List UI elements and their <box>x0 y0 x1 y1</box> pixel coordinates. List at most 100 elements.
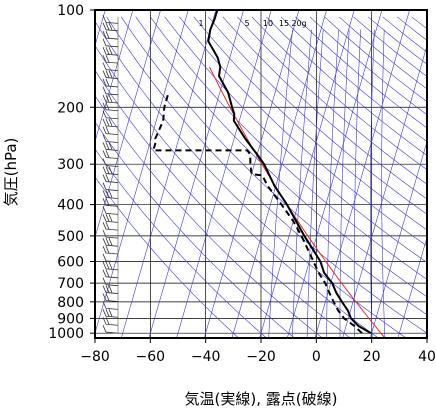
wind-barb-flag <box>105 70 110 78</box>
y-tick-label: 1000 <box>48 326 84 342</box>
wind-barb <box>102 134 119 143</box>
dry-adiabat <box>222 16 427 200</box>
wind-barb-flag <box>102 78 107 87</box>
wind-barb <box>102 47 119 56</box>
wind-barb-flag <box>108 309 113 317</box>
wind-barb <box>102 293 119 302</box>
wind-barb-flag <box>108 47 113 55</box>
wind-barb-staff <box>105 220 119 223</box>
wind-barb-flag <box>102 198 107 206</box>
wind-barb-flag <box>102 158 107 166</box>
wind-barb-flag <box>102 86 107 94</box>
wind-barb <box>102 166 119 175</box>
wind-barb-staff <box>105 61 119 64</box>
wind-barb-staff <box>105 315 119 318</box>
wind-barb-flag <box>102 206 107 214</box>
wind-barb <box>102 222 119 231</box>
wind-barb-staff <box>105 21 119 24</box>
wind-barb-flag <box>105 30 110 39</box>
isotherm <box>95 10 134 143</box>
wind-barb <box>102 174 119 183</box>
reference-lines <box>95 10 427 338</box>
wind-barb-flag <box>102 118 107 127</box>
wind-barb-staff <box>105 101 119 104</box>
wind-barb-flag <box>105 317 110 325</box>
y-tick-label: 500 <box>57 229 84 245</box>
wind-barb-flag <box>102 62 107 70</box>
wind-barb-flag <box>105 126 110 134</box>
wind-barb-flag <box>105 214 110 222</box>
mixing-ratio-line <box>306 29 324 338</box>
wind-barb-flag <box>105 245 110 254</box>
wind-barb-flag <box>102 38 107 46</box>
isotherm <box>148 10 244 338</box>
wind-barb-staff <box>105 149 119 151</box>
wind-barb-flag <box>105 293 110 301</box>
wind-barb-flag <box>105 118 110 127</box>
wind-barb-staff <box>105 69 119 72</box>
data-layer <box>152 10 372 335</box>
wind-barb-flag <box>102 126 107 134</box>
wind-barb-flag <box>108 70 113 78</box>
wind-barb <box>102 261 119 271</box>
wind-barb-flag <box>102 229 107 238</box>
wind-barb-staff <box>105 53 119 56</box>
wind-barb <box>102 38 119 48</box>
wind-barb-flag <box>102 269 107 277</box>
isotherm <box>95 10 189 335</box>
isotherm <box>176 10 272 338</box>
wind-barb-staff <box>105 268 119 271</box>
wind-barb <box>102 94 119 104</box>
wind-barb-flag <box>102 94 107 103</box>
wind-barb <box>102 70 119 79</box>
mixing-ratio-line <box>326 29 339 338</box>
wind-barb-staff <box>105 85 119 88</box>
wind-barb <box>102 325 119 334</box>
wind-barb-flag <box>102 47 107 55</box>
x-tick-label: −40 <box>191 349 221 365</box>
dry-adiabat <box>164 16 427 263</box>
wind-barb <box>102 206 119 215</box>
wind-barb-staff <box>105 165 119 167</box>
wind-barb-flag <box>102 245 107 254</box>
wind-barb-staff <box>105 45 119 48</box>
x-tick-label: 40 <box>418 349 436 365</box>
mixing-ratio-label: 1 <box>198 19 203 28</box>
isotherm <box>314 10 410 338</box>
wind-barb-flag <box>105 22 110 30</box>
x-tick-label: 0 <box>312 349 321 365</box>
mixing-ratio-label: 20g <box>291 19 306 28</box>
x-tick-label: −60 <box>136 349 166 365</box>
wind-barb-staff <box>105 212 119 215</box>
wind-barb-flag <box>105 94 110 103</box>
dry-adiabat <box>95 148 267 338</box>
mixing-ratio-line <box>369 29 375 338</box>
wind-barb-staff <box>105 204 119 207</box>
wind-barb-flag <box>108 190 113 198</box>
x-tick-label: −80 <box>80 349 110 365</box>
wind-barb <box>102 182 119 191</box>
wind-barb-flag <box>105 238 110 246</box>
isotherm <box>259 10 355 338</box>
isotherm <box>369 140 427 338</box>
temperature-line <box>207 10 372 335</box>
wind-barb <box>102 309 119 318</box>
mixing-ratio-line <box>292 29 312 338</box>
wind-barb <box>102 277 119 287</box>
wind-barb <box>102 30 119 40</box>
wind-barb-flag <box>108 94 113 103</box>
wind-barb-staff <box>105 292 119 294</box>
dry-adiabat <box>280 16 427 142</box>
wind-barb-flag <box>102 54 107 63</box>
wind-barb <box>102 238 119 247</box>
wind-barb-flag <box>102 238 107 246</box>
wind-barb <box>102 62 119 72</box>
wind-barb-flag <box>102 110 107 118</box>
wind-barb <box>102 22 119 32</box>
x-axis-label: 気温(実線), 露点(破線) <box>185 390 338 408</box>
dry-adiabat <box>367 16 427 65</box>
y-tick-label: 100 <box>57 3 84 19</box>
wind-barb-staff <box>105 252 119 255</box>
wind-barb-flag <box>102 102 107 110</box>
wind-barb <box>102 78 119 88</box>
